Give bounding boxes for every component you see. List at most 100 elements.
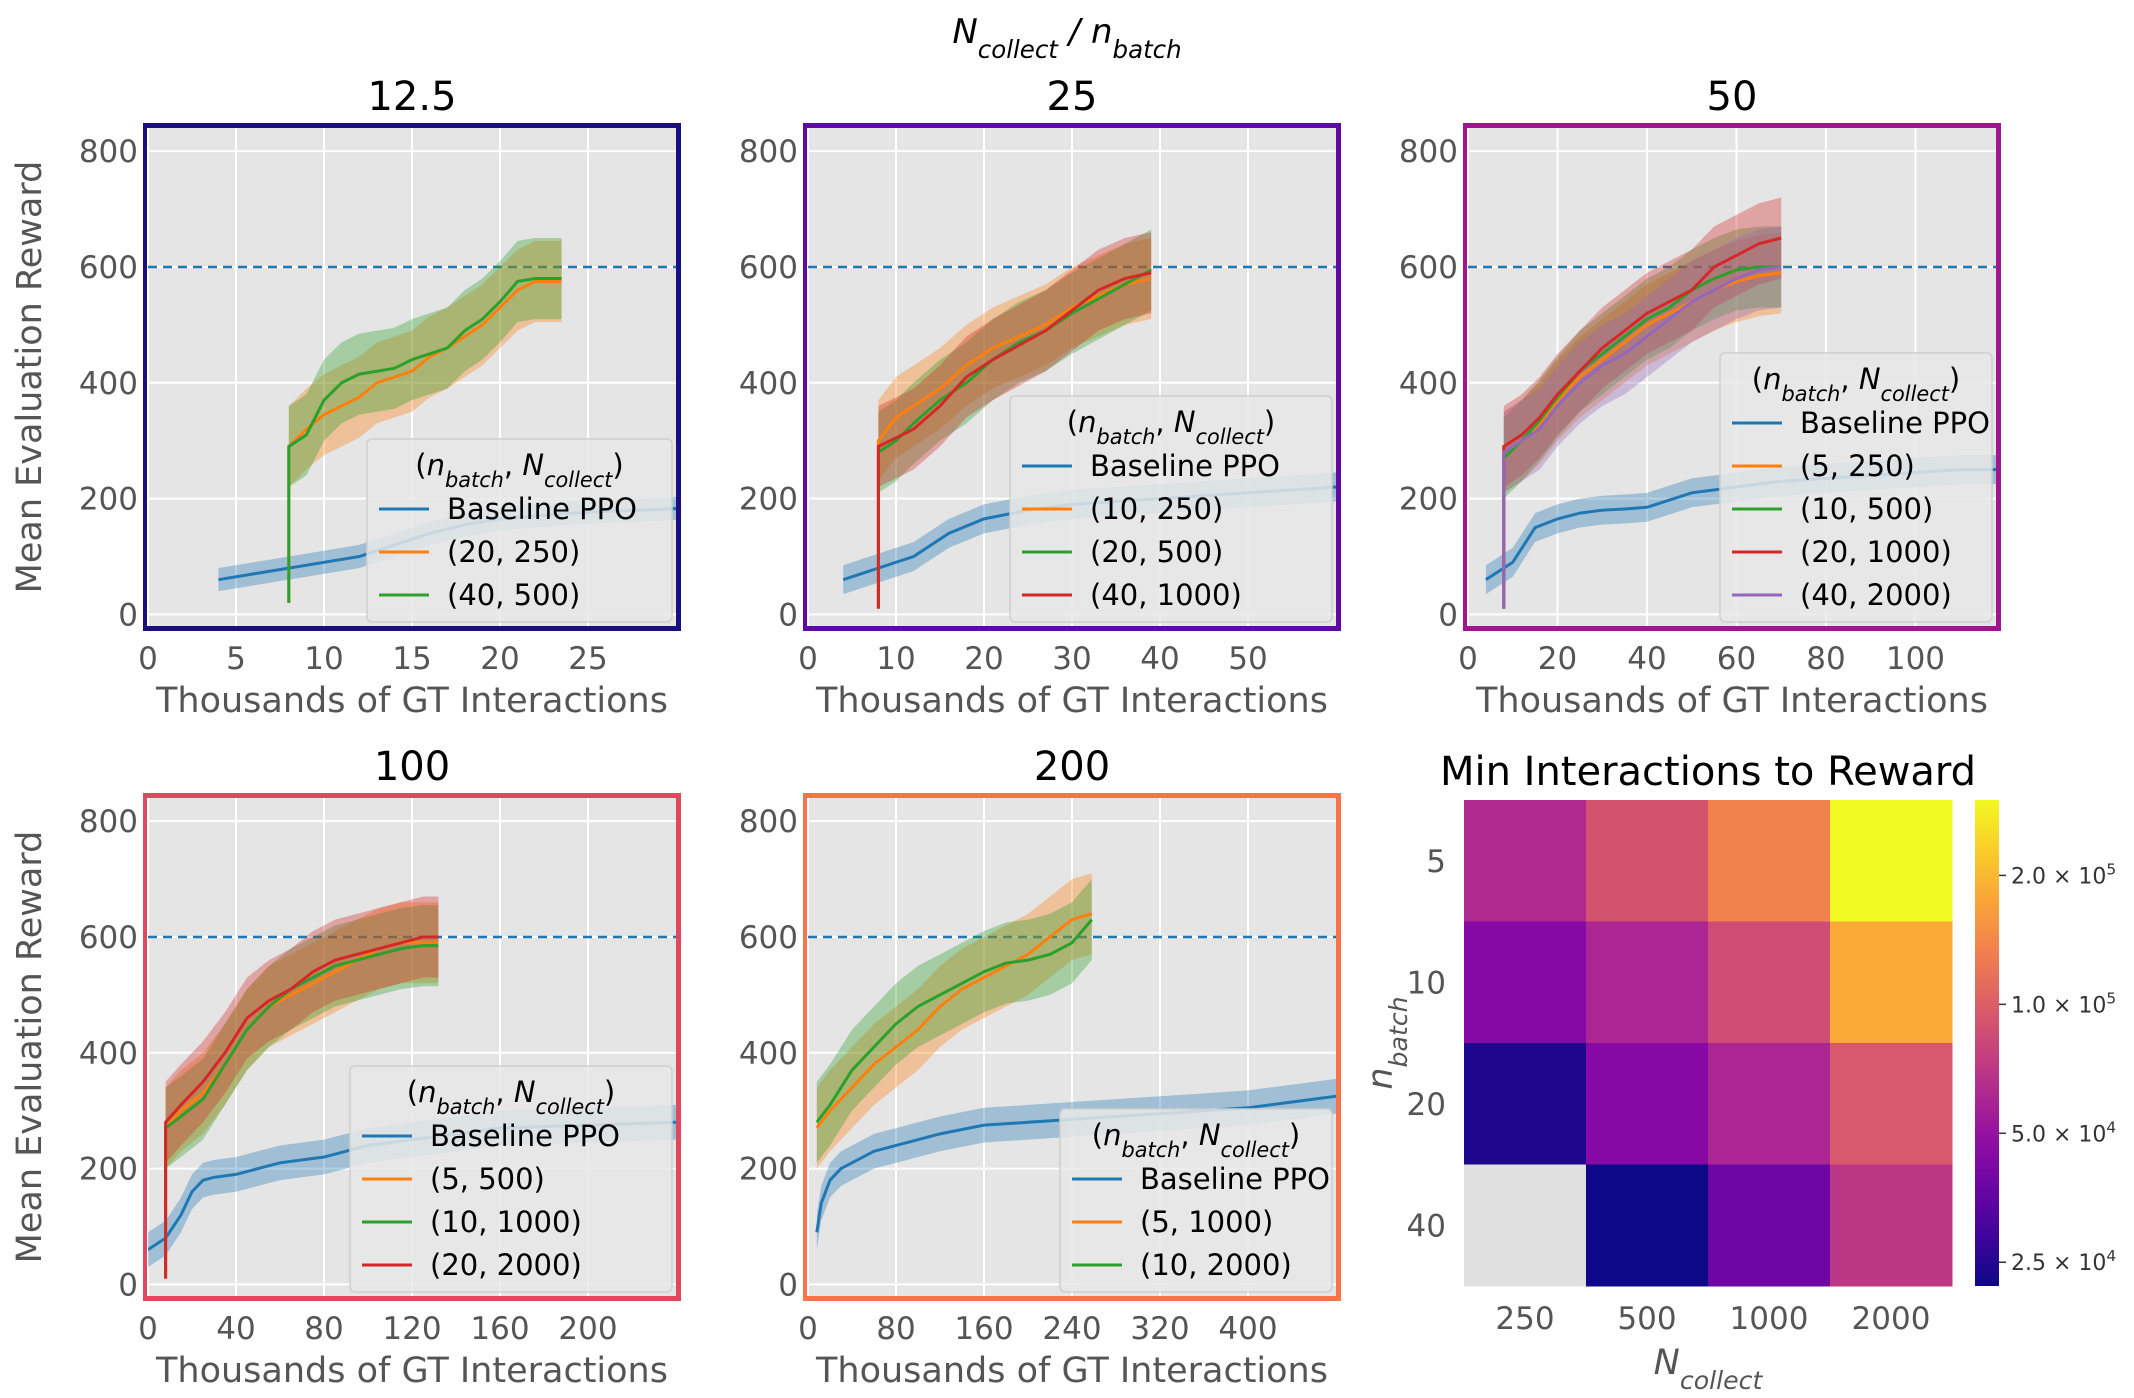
- y-tick-label: 200: [79, 1152, 138, 1188]
- legend-label: (20, 500): [1090, 535, 1223, 569]
- x-tick-label: 240: [1042, 1311, 1101, 1347]
- x-tick-label: 200: [558, 1311, 617, 1347]
- heatmap-cell: [1830, 1164, 1953, 1287]
- heatmap-cell: [1464, 1043, 1587, 1165]
- chart-title: 50: [1707, 74, 1758, 120]
- chart-title: 200: [1034, 744, 1110, 790]
- confidence-band: [1503, 197, 1782, 626]
- confidence-band: [1503, 226, 1782, 626]
- y-tick-label: 5: [1426, 844, 1446, 880]
- colorbar-tick-label: 1.0 × 105: [2011, 989, 2116, 1018]
- y-tick-label: 400: [739, 1036, 798, 1072]
- chart-panel-4: 200 0 80 160 240 320 400 0 200 400 600 800 Thousands…: [739, 744, 1341, 1391]
- y-tick-label: 400: [1399, 366, 1458, 402]
- series-line: [815, 912, 1093, 1129]
- heatmap-cell: [1464, 921, 1587, 1044]
- series-line: [1502, 236, 1782, 609]
- chart-title: 25: [1047, 74, 1098, 120]
- x-tick-label: 10: [304, 641, 343, 677]
- heatmap-cell: [1708, 921, 1831, 1044]
- y-tick-label: 40: [1407, 1208, 1446, 1244]
- x-tick-label: 10: [876, 641, 915, 677]
- legend-label: Baseline PPO: [1090, 449, 1280, 483]
- x-tick-label: 80: [1806, 641, 1845, 677]
- heatmap-cell: [1708, 800, 1831, 922]
- x-tick-label: 400: [1218, 1311, 1277, 1347]
- legend: (nbatch, Ncollect)Baseline PPO(20, 250)(…: [366, 438, 673, 623]
- x-tick-label: 60: [1717, 641, 1756, 677]
- legend-label: (20, 2000): [430, 1248, 582, 1282]
- legend-label: Baseline PPO: [430, 1119, 620, 1153]
- chart-title: 100: [374, 744, 450, 790]
- x-axis-label: Thousands of GT Interactions: [155, 681, 668, 721]
- legend-label: (10, 1000): [430, 1205, 582, 1239]
- x-tick-label: 40: [1627, 641, 1666, 677]
- heatmap-cell: [1464, 800, 1587, 922]
- chart-panel-2: 50 0 20 40 60 80 100 0 200 400 600 800 Thousands of …: [1399, 74, 2001, 721]
- heatmap-cell: [1586, 921, 1709, 1044]
- y-tick-label: 0: [118, 597, 138, 633]
- legend-box: [1059, 1108, 1333, 1293]
- x-tick-label: 500: [1617, 1301, 1676, 1337]
- confidence-band: [816, 873, 1092, 1169]
- confidence-band: [878, 232, 1152, 626]
- series-line: [1502, 265, 1782, 609]
- x-axis-label: Ncollect: [1654, 1343, 1764, 1395]
- series-line: [815, 918, 1093, 1124]
- y-tick-label: 200: [1399, 482, 1458, 518]
- y-tick-label: 800: [79, 804, 138, 840]
- heatmap-cell: [1708, 1043, 1831, 1165]
- x-tick-label: 80: [876, 1311, 915, 1347]
- y-tick-label: 600: [739, 250, 798, 286]
- legend: (nbatch, Ncollect)Baseline PPO(5, 250)(1…: [1719, 352, 1993, 623]
- y-tick-label: 600: [1399, 250, 1458, 286]
- y-tick-label: 600: [739, 920, 798, 956]
- series-line: [876, 277, 1152, 609]
- chart-panel-0: 12.5 0 5 10 15 20 25 0 200 400 600 800 Thousands of …: [10, 74, 681, 721]
- heatmap-cell: [1464, 1164, 1587, 1287]
- heatmap-cell: [1830, 800, 1953, 922]
- y-tick-label: 0: [778, 1267, 798, 1303]
- chart-title: Min Interactions to Reward: [1440, 749, 1976, 795]
- legend-label: (40, 500): [447, 578, 580, 612]
- confidence-band: [288, 240, 562, 626]
- x-tick-label: 30: [1052, 641, 1091, 677]
- legend: (nbatch, Ncollect)Baseline PPO(10, 250)(…: [1009, 395, 1333, 623]
- confidence-band: [288, 238, 562, 626]
- x-tick-label: 100: [1886, 641, 1945, 677]
- legend-label: Baseline PPO: [1800, 406, 1990, 440]
- legend-label: Baseline PPO: [447, 492, 637, 526]
- legend-label: (20, 250): [447, 535, 580, 569]
- legend-label: (10, 250): [1090, 492, 1223, 526]
- legend-label: Baseline PPO: [1140, 1162, 1330, 1196]
- y-tick-label: 200: [79, 482, 138, 518]
- x-axis-label: Thousands of GT Interactions: [155, 1351, 668, 1391]
- heatmap-cell: [1830, 921, 1953, 1044]
- y-tick-label: 200: [739, 482, 798, 518]
- x-tick-label: 20: [964, 641, 1003, 677]
- x-tick-label: 20: [480, 641, 519, 677]
- heatmap-cell: [1830, 1043, 1953, 1165]
- x-tick-label: 320: [1130, 1311, 1189, 1347]
- legend-label: (40, 1000): [1090, 578, 1242, 612]
- chart-panel-3: 100 0 40 80 120 160 200 0 200 400 600 800 Thousands …: [10, 744, 681, 1391]
- colorbar-tick-label: 2.5 × 104: [2011, 1247, 2116, 1276]
- heatmap-cell: [1586, 1043, 1709, 1165]
- confidence-band: [816, 879, 1092, 1163]
- plot-area: [148, 896, 676, 1296]
- y-tick-label: 10: [1407, 965, 1446, 1001]
- x-tick-label: 50: [1228, 641, 1267, 677]
- chart-panel-1: 25 0 10 20 30 40 50 0 200 400 600 800 Thousands of G…: [739, 74, 1341, 721]
- y-tick-label: 800: [739, 804, 798, 840]
- x-tick-label: 80: [304, 1311, 343, 1347]
- y-tick-label: 400: [79, 366, 138, 402]
- legend-label: (5, 1000): [1140, 1205, 1273, 1239]
- heatmap-cell: [1586, 1164, 1709, 1287]
- series-line: [287, 277, 562, 603]
- x-tick-label: 5: [226, 641, 246, 677]
- chart-panel-5: Min Interactions to Reward 250 500 1000 2000…: [1361, 749, 2116, 1395]
- x-tick-label: 160: [954, 1311, 1013, 1347]
- confidence-band: [878, 238, 1152, 626]
- legend-label: (40, 2000): [1800, 578, 1952, 612]
- x-tick-label: 0: [798, 1311, 818, 1347]
